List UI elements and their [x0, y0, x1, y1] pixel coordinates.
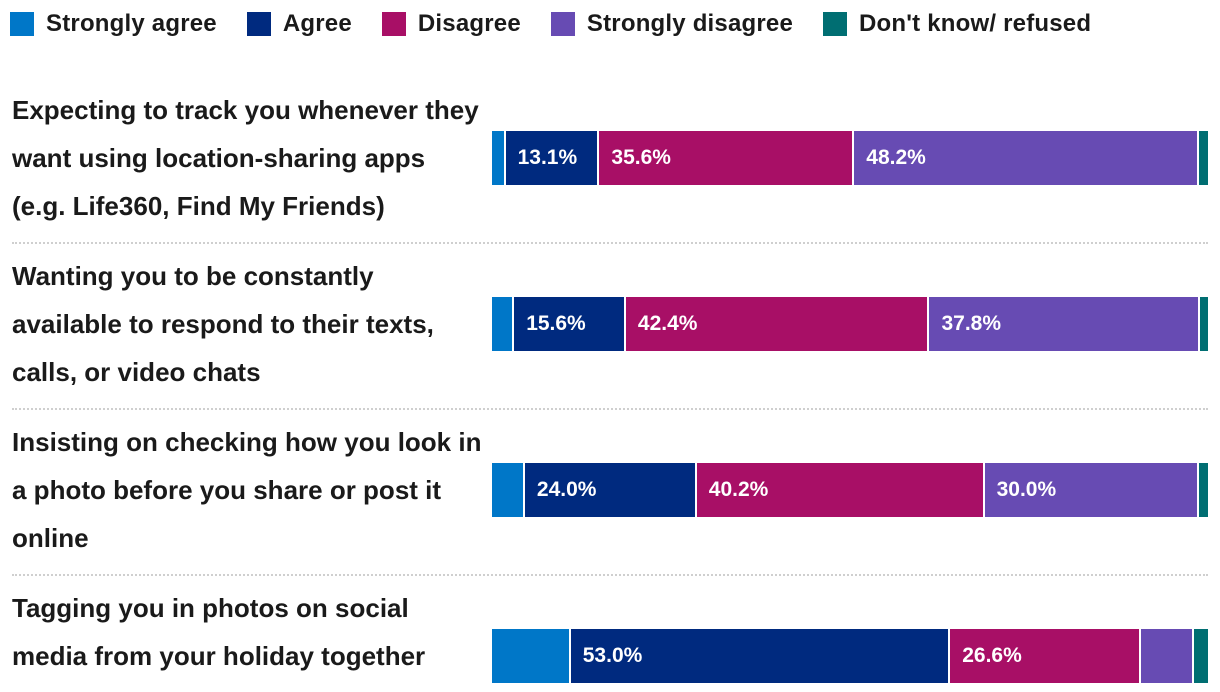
- legend-item-strongly-disagree: Strongly disagree: [550, 10, 794, 38]
- data-label: 37.8%: [941, 312, 1002, 335]
- legend-item-strongly-agree: Strongly agree: [10, 10, 217, 38]
- bar-segment-strongly-disagree: [854, 131, 1200, 185]
- category-label: Insisting on checking how you look in a …: [12, 427, 482, 553]
- bar-segment-dont-know: [1193, 629, 1208, 683]
- stacked-bar: 24.0% 40.2% 30.0%: [492, 463, 1208, 517]
- bar-segment-agree: [524, 463, 697, 517]
- legend-swatch: [550, 12, 575, 36]
- legend-swatch: [246, 12, 271, 36]
- stacked-bar: 13.1% 35.6% 48.2%: [492, 131, 1208, 185]
- bar-segment-disagree: [625, 297, 930, 351]
- legend-item-disagree: Disagree: [381, 10, 521, 38]
- bar-segment-dont-know: [1199, 463, 1208, 517]
- data-label: 26.6%: [962, 644, 1022, 667]
- bar-segment-strongly-agree: [492, 131, 506, 185]
- bar-segment-strongly-agree: [492, 297, 515, 351]
- bar-segment-strongly-disagree: [984, 463, 1200, 517]
- legend-swatch: [381, 12, 406, 36]
- category-label: Expecting to track you whenever they wan…: [12, 95, 479, 221]
- bar-segment-strongly-disagree: [1140, 629, 1194, 683]
- bar-segment-strongly-disagree: [929, 297, 1201, 351]
- legend-swatch: [823, 12, 848, 36]
- row-divider: [12, 242, 1208, 244]
- data-label: 40.2%: [708, 478, 769, 501]
- row-divider: [12, 574, 1208, 576]
- bar-segment-agree: [570, 629, 951, 683]
- chart-legend: Strongly agree Agree Disagree Strongly d…: [10, 10, 1121, 38]
- bar-segment-agree: [514, 297, 626, 351]
- bar-segment-dont-know: [1199, 131, 1208, 185]
- legend-item-agree: Agree: [246, 10, 352, 38]
- stacked-bar: 15.6% 42.4% 37.8%: [492, 297, 1208, 351]
- stacked-bar: 53.0% 26.6%: [492, 629, 1208, 683]
- category-label: Wanting you to be constantly available t…: [12, 261, 434, 387]
- bar-segment-agree: [505, 131, 600, 185]
- data-label: 30.0%: [996, 478, 1057, 501]
- bar-segment-strongly-agree: [492, 463, 525, 517]
- data-label: 48.2%: [866, 146, 926, 169]
- bar-segment-dont-know: [1200, 297, 1208, 351]
- legend-label: Don't know/ refused: [859, 10, 1092, 37]
- data-label: 13.1%: [517, 146, 578, 169]
- data-label: 35.6%: [611, 146, 671, 169]
- legend-label: Disagree: [417, 10, 521, 37]
- legend-label: Strongly disagree: [586, 10, 794, 37]
- legend-swatch: [10, 12, 34, 36]
- legend-label: Agree: [282, 10, 352, 37]
- data-label: 15.6%: [526, 312, 586, 335]
- legend-label: Strongly agree: [46, 10, 217, 37]
- row-divider: [12, 408, 1208, 410]
- bar-segment-disagree: [599, 131, 855, 185]
- data-label: 24.0%: [536, 478, 597, 501]
- category-label: Tagging you in photos on social media fr…: [12, 593, 426, 671]
- data-label: 53.0%: [582, 644, 643, 667]
- bar-segment-strongly-agree: [492, 629, 571, 683]
- legend-item-dont-know: Don't know/ refused: [823, 10, 1091, 38]
- data-label: 42.4%: [637, 312, 698, 335]
- bar-segment-disagree: [950, 629, 1141, 683]
- bar-segment-disagree: [696, 463, 985, 517]
